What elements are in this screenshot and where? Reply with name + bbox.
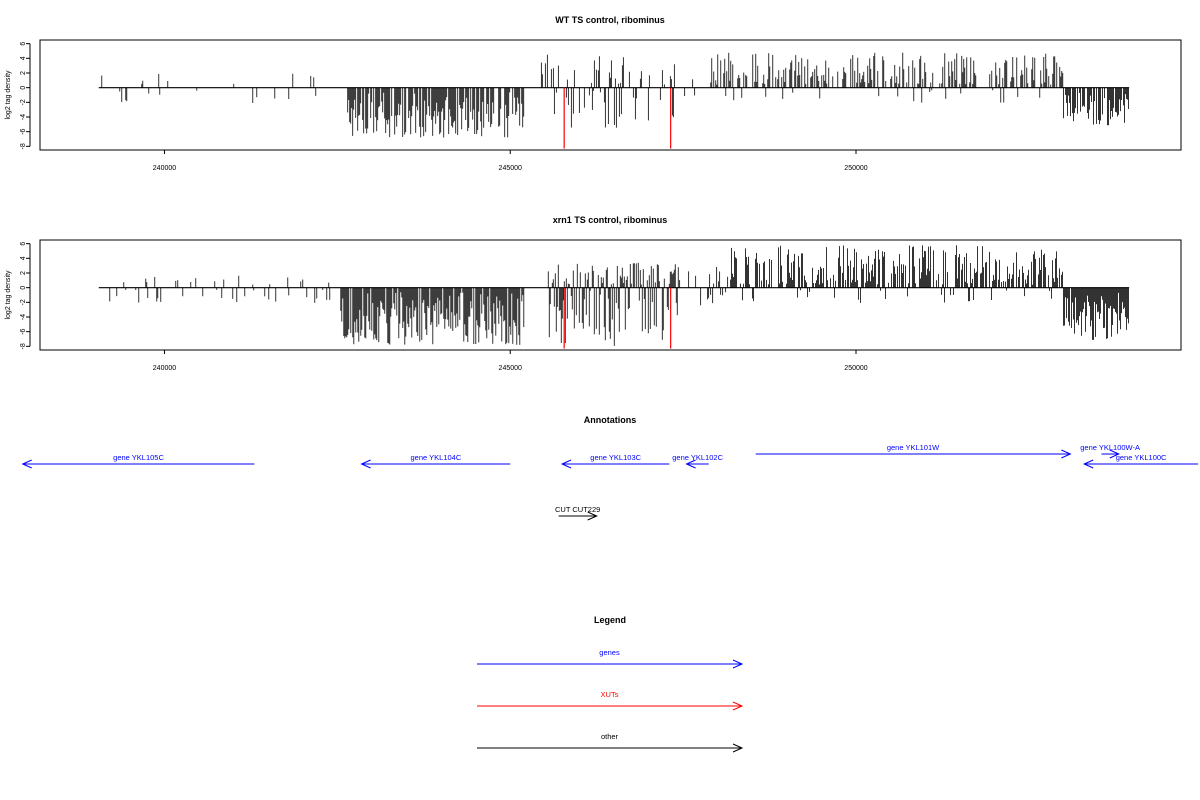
annotation-label: gene YKL103C <box>590 453 641 462</box>
annotation-label: gene YKL102C <box>672 453 723 462</box>
y-tick-label: -2 <box>20 99 27 105</box>
legend-arrow-head <box>732 701 744 711</box>
x-axis: 240000 245000 250000 <box>153 350 868 372</box>
annotation-gene: gene YKL100W-A <box>1080 443 1140 459</box>
x-tick-label: 250000 <box>844 365 867 372</box>
annotation-gene: gene YKL103C <box>560 453 670 469</box>
y-tick-label: 4 <box>20 56 27 60</box>
annotation-gene: gene YKL100C <box>1082 453 1198 469</box>
legend-item: genes <box>477 648 744 669</box>
x-axis: 240000 245000 250000 <box>153 150 868 172</box>
annotation-arrow-head <box>21 459 32 469</box>
x-tick-label: 250000 <box>844 165 867 172</box>
annotation-arrow-head <box>1109 449 1120 459</box>
annotation-label: gene YKL104C <box>411 453 462 462</box>
bars-layer <box>98 52 1130 149</box>
legend-arrow-head <box>732 743 744 753</box>
annotation-label: CUT CUT229 <box>555 505 600 514</box>
track-panel-wt: WT TS control, ribominus log2 tag densit… <box>5 15 1182 172</box>
y-tick-label: 2 <box>20 71 27 75</box>
y-tick-label: 6 <box>20 242 27 246</box>
y-tick-label: -6 <box>20 128 27 134</box>
annotation-arrow-head <box>587 511 598 521</box>
y-axis-label: log2 tag density <box>5 70 12 120</box>
annotations-title: Annotations <box>584 415 637 425</box>
annotation-gene: gene YKL105C <box>21 453 255 469</box>
annotation-arrow-head <box>1061 449 1072 459</box>
annotation-arrow-head <box>1082 459 1094 469</box>
y-tick-label: -2 <box>20 299 27 305</box>
legend-label: other <box>601 732 619 741</box>
annotation-arrow-head <box>360 459 371 469</box>
panel-title: WT TS control, ribominus <box>555 15 665 25</box>
y-tick-label: 2 <box>20 271 27 275</box>
legend-title: Legend <box>594 615 626 625</box>
annotation-arrow-head <box>685 459 696 469</box>
y-axis-label: log2 tag density <box>5 270 12 320</box>
y-tick-label: 0 <box>20 86 27 90</box>
y-axis: 6 4 2 0 -2 -4 -6 -8 <box>20 242 31 349</box>
y-tick-label: -4 <box>20 314 27 320</box>
annotation-other: CUT CUT229 <box>555 505 600 521</box>
bars-layer <box>98 245 1130 349</box>
annotation-gene: gene YKL104C <box>360 453 511 469</box>
annotation-gene: gene YKL102C <box>672 453 724 469</box>
legend-label: genes <box>599 648 620 657</box>
annotation-gene: gene YKL101W <box>755 443 1072 459</box>
track-panel-xrn1: xrn1 TS control, ribominus log2 tag dens… <box>5 215 1182 372</box>
x-tick-label: 240000 <box>153 165 176 172</box>
plot-frame <box>39 239 1182 351</box>
y-tick-label: -4 <box>20 114 27 120</box>
plot-frame <box>39 39 1182 151</box>
annotation-label: gene YKL100C <box>1116 453 1167 462</box>
annotation-arrow-head <box>560 459 572 469</box>
y-tick-label: 0 <box>20 286 27 290</box>
x-tick-label: 245000 <box>499 165 522 172</box>
y-axis: 6 4 2 0 -2 -4 -6 -8 <box>20 42 31 149</box>
annotation-label: gene YKL101W <box>887 443 940 452</box>
y-tick-label: -8 <box>20 343 27 349</box>
x-tick-label: 240000 <box>153 365 176 372</box>
x-tick-label: 245000 <box>499 365 522 372</box>
panel-title: xrn1 TS control, ribominus <box>553 215 668 225</box>
y-tick-label: 4 <box>20 256 27 260</box>
legend: Legend genes XUTs other <box>477 615 744 753</box>
y-tick-label: -8 <box>20 143 27 149</box>
annotation-label: gene YKL105C <box>113 453 164 462</box>
legend-item: XUTs <box>477 690 744 711</box>
legend-items: genes XUTs other <box>477 648 744 753</box>
legend-arrow-head <box>732 659 744 669</box>
legend-label: XUTs <box>601 690 619 699</box>
y-tick-label: -6 <box>20 328 27 334</box>
annotation-features: gene YKL105C gene YKL104C gene YKL103C gene… <box>21 443 1198 521</box>
annotations-track: Annotations gene YKL105C gene YKL104C gene… <box>21 415 1198 521</box>
y-tick-label: 6 <box>20 42 27 46</box>
legend-item: other <box>477 732 744 753</box>
annotation-label: gene YKL100W-A <box>1080 443 1140 452</box>
